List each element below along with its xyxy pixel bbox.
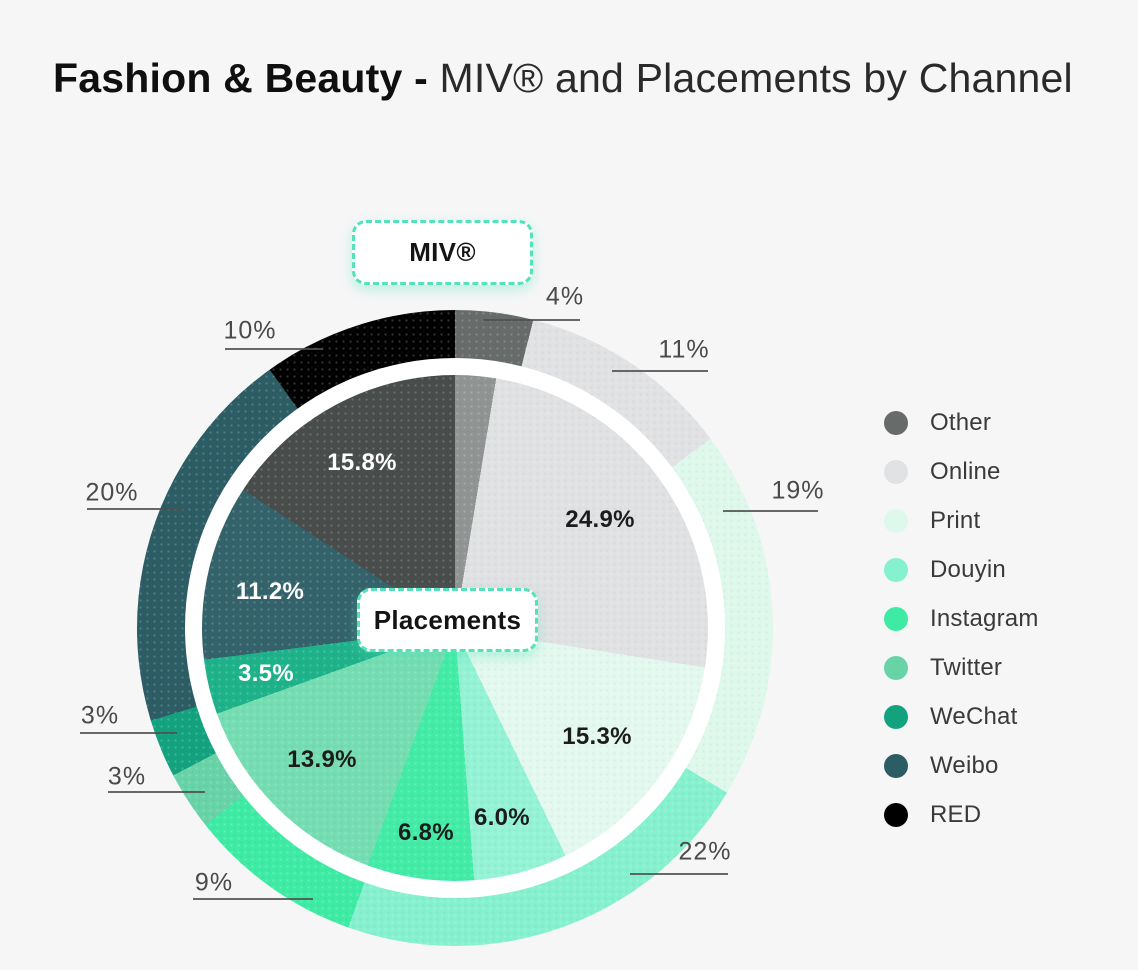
legend-item-twitter[interactable]: Twitter xyxy=(884,653,1039,681)
legend-label: Douyin xyxy=(930,555,1006,583)
legend-color-dot xyxy=(884,606,908,631)
legend-color-dot xyxy=(884,459,908,484)
miv-label-box: MIV® xyxy=(352,220,533,285)
miv-callout-label-red: 10% xyxy=(223,316,277,345)
legend-item-instagram[interactable]: Instagram xyxy=(884,604,1039,632)
legend-label: RED xyxy=(930,800,982,828)
legend-item-print[interactable]: Print xyxy=(884,506,1039,534)
legend-color-dot xyxy=(884,704,908,729)
legend-item-douyin[interactable]: Douyin xyxy=(884,555,1039,583)
page-title: Fashion & Beauty - MIV® and Placements b… xyxy=(53,54,1073,102)
title-bold-segment: Fashion & Beauty - xyxy=(53,55,440,101)
legend-label: Print xyxy=(930,506,981,534)
miv-callout-label-print: 19% xyxy=(771,476,825,505)
miv-callout-label-instagram: 9% xyxy=(194,868,234,897)
miv-callout-label-other: 4% xyxy=(545,282,585,311)
miv-callout-label-online: 11% xyxy=(658,335,710,364)
legend-item-other[interactable]: Other xyxy=(884,408,1039,436)
legend-color-dot xyxy=(884,508,908,533)
title-regular-segment: MIV® and Placements by Channel xyxy=(439,55,1073,101)
legend-color-dot xyxy=(884,655,908,680)
legend-item-weibo[interactable]: Weibo xyxy=(884,751,1039,779)
placements-label: Placements xyxy=(373,604,522,635)
legend-color-dot xyxy=(884,410,908,435)
legend: Other Online Print Douyin Instagram Twitter We… xyxy=(884,408,1039,851)
legend-label: Weibo xyxy=(930,751,999,779)
legend-color-dot xyxy=(884,802,908,827)
legend-label: Online xyxy=(930,457,1001,485)
legend-label: WeChat xyxy=(930,702,1018,730)
legend-item-online[interactable]: Online xyxy=(884,457,1039,485)
legend-label: Instagram xyxy=(930,604,1039,632)
legend-color-dot xyxy=(884,557,908,582)
legend-item-wechat[interactable]: WeChat xyxy=(884,702,1039,730)
legend-item-red[interactable]: RED xyxy=(884,800,1039,828)
legend-color-dot xyxy=(884,753,908,778)
miv-callout-label-weibo: 20% xyxy=(85,478,139,507)
legend-label: Twitter xyxy=(930,653,1003,681)
legend-label: Other xyxy=(930,408,992,436)
placements-label-box: Placements xyxy=(357,588,538,652)
miv-label: MIV® xyxy=(409,237,476,267)
miv-callout-label-twitter: 3% xyxy=(107,762,147,791)
miv-callout-label-wechat: 3% xyxy=(80,701,120,730)
